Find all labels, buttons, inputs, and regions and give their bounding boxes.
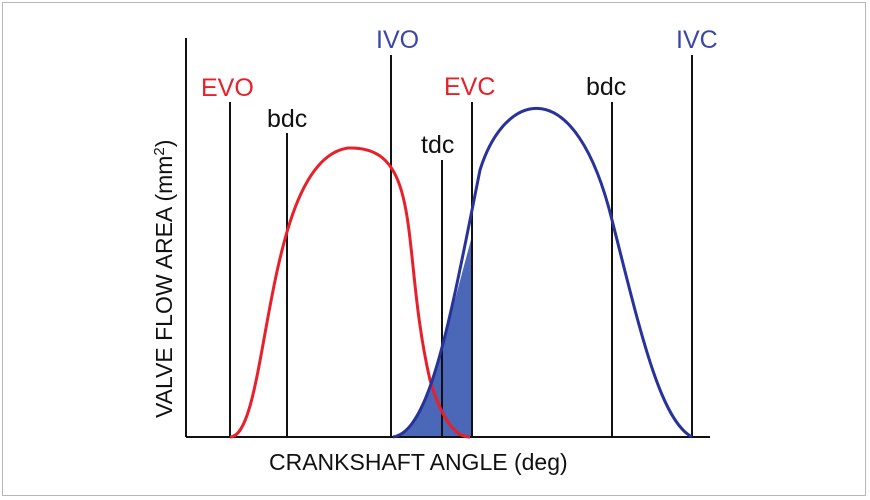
- exhaust-valve-curve: [229, 146, 471, 439]
- bdc-label-2: bdc: [586, 73, 626, 101]
- evc-label: EVC: [444, 73, 495, 101]
- y-axis-title-main: VALVE FLOW AREA (mm: [151, 156, 177, 418]
- ivc-label: IVC: [676, 26, 718, 54]
- bdc-label-1: bdc: [267, 105, 307, 133]
- ivo-label: IVO: [376, 26, 419, 54]
- tdc-label: tdc: [421, 131, 454, 159]
- y-axis-title: VALVE FLOW AREA (mm2): [151, 140, 177, 418]
- y-axis-title-end: ): [151, 140, 177, 148]
- intake-valve-curve: [392, 107, 693, 439]
- evo-label: EVO: [201, 74, 254, 102]
- valve-overlap-area: [393, 236, 472, 437]
- x-axis-title: CRANKSHAFT ANGLE (deg): [269, 449, 568, 475]
- y-axis-title-sup: 2: [151, 147, 168, 155]
